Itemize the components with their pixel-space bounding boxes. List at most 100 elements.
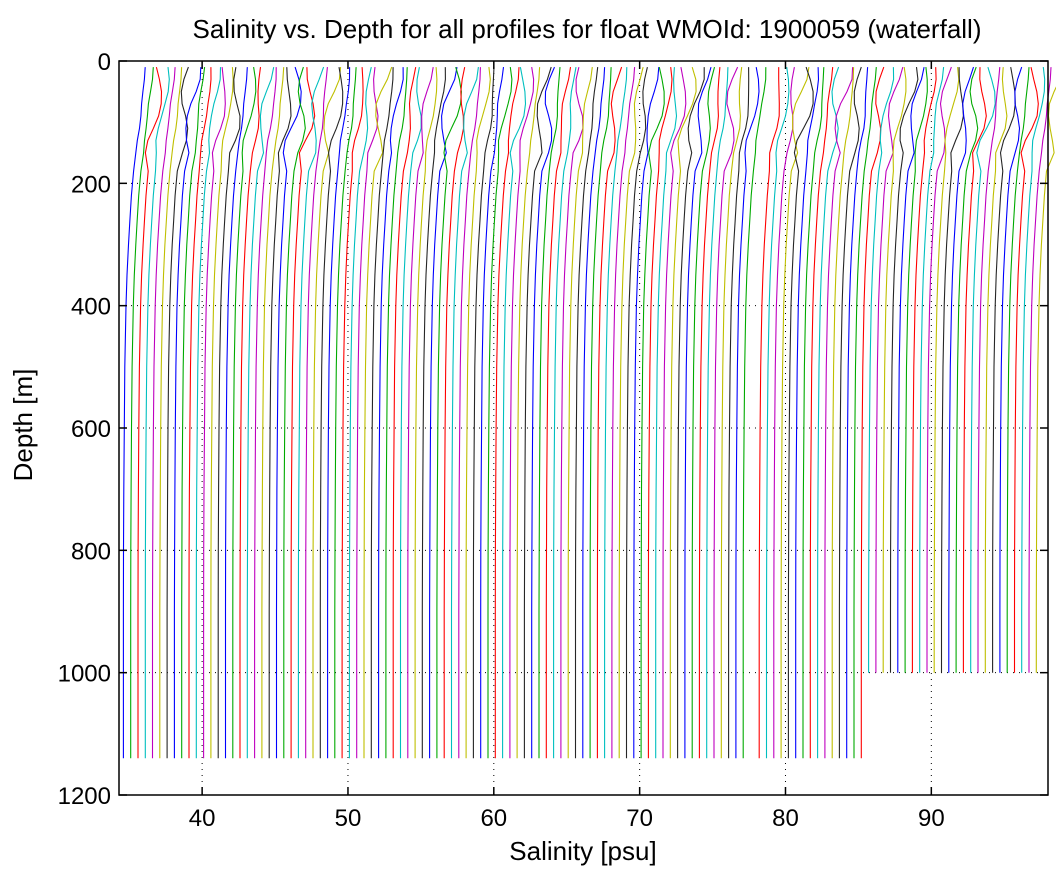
profile-line bbox=[458, 67, 481, 759]
profile-line bbox=[911, 67, 937, 673]
profile-line bbox=[188, 67, 212, 759]
profile-line bbox=[940, 67, 964, 673]
x-tick-label: 90 bbox=[918, 805, 945, 832]
profile-line bbox=[246, 66, 275, 759]
profile-line bbox=[181, 67, 206, 759]
profile-line bbox=[720, 67, 743, 759]
profile-line bbox=[773, 66, 795, 759]
axis-ticks: 40 50 60 70 80 90 0 200 400 600 800 1000 1200 bbox=[58, 49, 1048, 832]
profile-line bbox=[341, 67, 364, 759]
profile-line bbox=[1006, 67, 1030, 673]
profile-lines bbox=[122, 66, 1056, 759]
profile-line bbox=[480, 67, 505, 759]
x-tick-label: 50 bbox=[335, 805, 362, 832]
profile-line bbox=[838, 66, 862, 759]
profile-line bbox=[853, 67, 877, 759]
profile-line bbox=[706, 67, 729, 759]
profile-line bbox=[494, 67, 520, 759]
profile-line bbox=[802, 67, 825, 759]
profile-line bbox=[268, 67, 292, 759]
profile-line bbox=[443, 66, 466, 759]
profile-line bbox=[502, 66, 527, 759]
profile-line bbox=[210, 67, 234, 759]
chart-title: Salinity vs. Depth for all profiles for … bbox=[193, 14, 982, 44]
profile-line bbox=[217, 67, 241, 759]
x-tick-label: 60 bbox=[480, 805, 507, 832]
profile-line bbox=[261, 67, 285, 759]
y-tick-label: 600 bbox=[71, 416, 111, 443]
profile-line bbox=[868, 67, 895, 673]
profile-line bbox=[436, 66, 462, 759]
profile-line bbox=[824, 67, 854, 759]
x-tick-label: 80 bbox=[772, 805, 799, 832]
y-tick-label: 0 bbox=[98, 49, 111, 76]
profile-line bbox=[523, 66, 552, 759]
profile-line bbox=[399, 66, 422, 759]
profile-line bbox=[378, 67, 404, 759]
profile-line bbox=[545, 67, 572, 759]
profile-line bbox=[860, 66, 885, 759]
profile-line bbox=[166, 66, 189, 759]
profile-line bbox=[817, 66, 840, 759]
profile-line bbox=[312, 67, 342, 759]
profile-line bbox=[611, 67, 636, 759]
profile-line bbox=[130, 67, 154, 759]
profile-line bbox=[780, 67, 810, 759]
profile-line bbox=[691, 66, 716, 759]
profile-line bbox=[662, 66, 687, 759]
profile-line bbox=[122, 67, 146, 759]
x-axis-label: Salinity [psu] bbox=[509, 836, 656, 866]
profile-line bbox=[596, 66, 623, 759]
profile-line bbox=[795, 67, 820, 759]
y-tick-label: 800 bbox=[71, 538, 111, 565]
profile-line bbox=[407, 67, 434, 759]
profile-line bbox=[1021, 67, 1046, 673]
profile-line bbox=[698, 67, 721, 759]
profile-line bbox=[574, 67, 599, 759]
profile-line bbox=[429, 66, 458, 759]
profile-line bbox=[875, 66, 904, 673]
x-tick-label: 40 bbox=[189, 805, 216, 832]
profile-line bbox=[728, 67, 750, 759]
profile-line bbox=[647, 67, 673, 759]
profile-line bbox=[713, 66, 739, 759]
profile-line bbox=[582, 67, 606, 759]
profile-line bbox=[633, 67, 660, 759]
profile-line bbox=[1028, 67, 1052, 673]
profile-line bbox=[334, 67, 357, 759]
profile-line bbox=[370, 67, 394, 759]
profile-line bbox=[618, 66, 644, 759]
profile-line bbox=[275, 66, 302, 759]
profile-line bbox=[560, 66, 584, 759]
profile-line bbox=[758, 67, 780, 759]
profile-line bbox=[195, 67, 222, 759]
y-tick-label: 1200 bbox=[58, 783, 111, 810]
profile-line bbox=[203, 67, 226, 759]
profile-line bbox=[962, 67, 987, 673]
profile-line bbox=[392, 66, 417, 759]
profile-line bbox=[640, 66, 665, 759]
profile-line bbox=[363, 66, 393, 759]
profile-line bbox=[677, 67, 705, 759]
profile-line bbox=[450, 67, 479, 759]
profile-line bbox=[926, 66, 952, 673]
profile-line bbox=[919, 67, 945, 673]
profile-line bbox=[948, 66, 975, 673]
profile-line bbox=[765, 67, 790, 759]
profile-line bbox=[846, 67, 869, 759]
profile-line bbox=[538, 67, 561, 759]
profile-line bbox=[831, 67, 855, 759]
profile-line bbox=[254, 67, 277, 759]
profile-line bbox=[319, 67, 344, 759]
profile-line bbox=[553, 67, 577, 759]
profile-line bbox=[669, 66, 697, 759]
profile-line bbox=[487, 67, 513, 759]
profile-line bbox=[144, 67, 170, 759]
profile-line bbox=[509, 67, 535, 759]
profile-line bbox=[684, 66, 712, 759]
profile-line bbox=[239, 67, 262, 759]
profile-line bbox=[970, 66, 996, 673]
profile-line bbox=[327, 67, 351, 759]
profile-line bbox=[742, 67, 767, 759]
profile-line bbox=[414, 67, 438, 759]
